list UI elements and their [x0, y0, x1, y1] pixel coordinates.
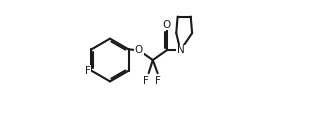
Text: F: F	[85, 66, 91, 76]
Text: F: F	[156, 76, 161, 86]
Text: O: O	[162, 20, 171, 30]
Text: O: O	[135, 45, 143, 55]
Text: N: N	[176, 45, 184, 55]
Text: F: F	[143, 76, 149, 86]
